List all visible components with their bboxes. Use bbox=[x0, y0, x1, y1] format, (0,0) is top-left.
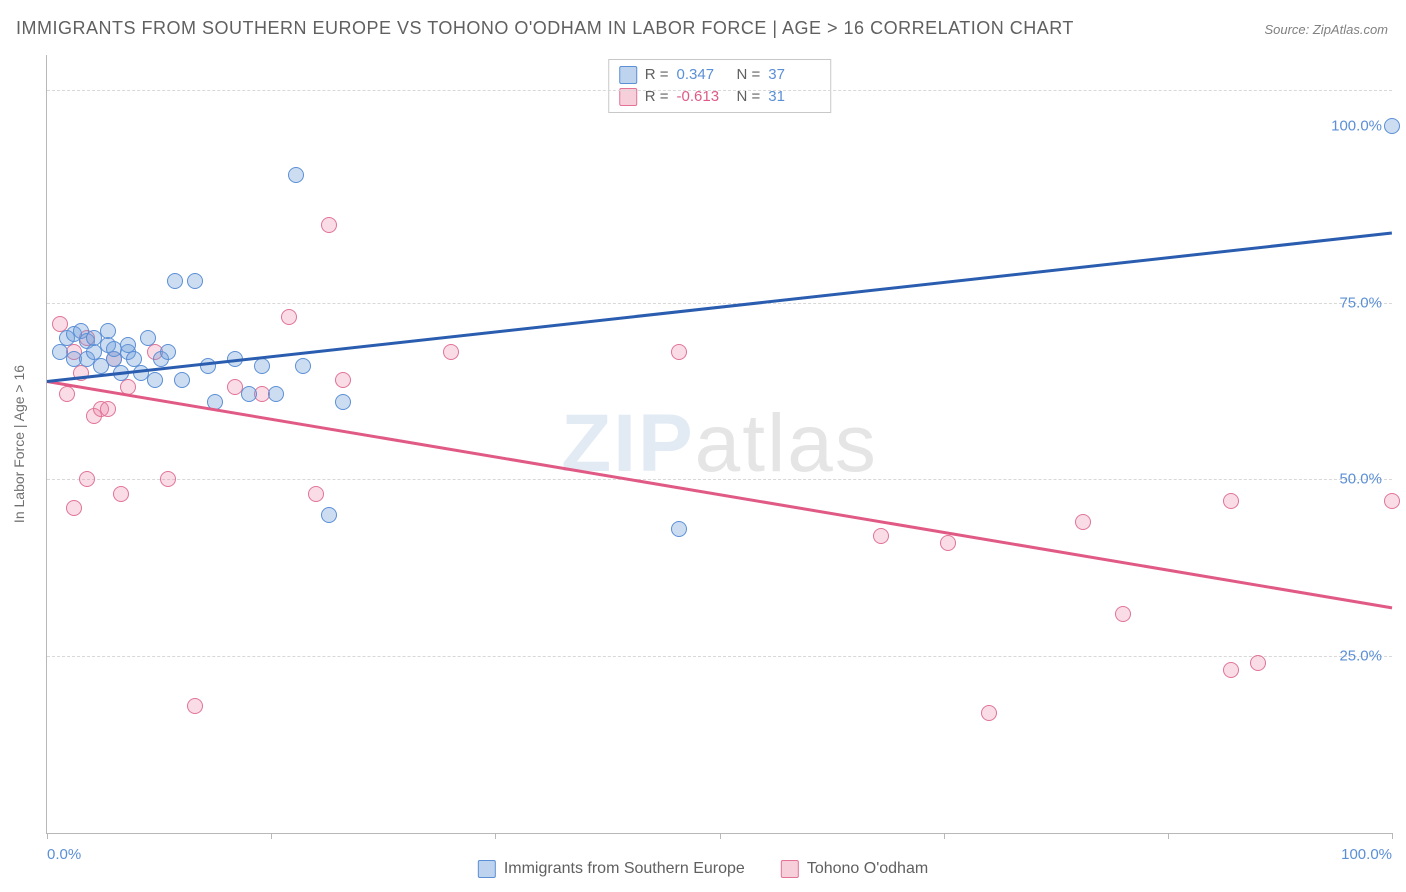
data-point bbox=[671, 521, 687, 537]
data-point bbox=[308, 486, 324, 502]
data-point bbox=[100, 323, 116, 339]
swatch-series-b bbox=[781, 860, 799, 878]
swatch-series-a bbox=[619, 66, 637, 84]
data-point bbox=[335, 394, 351, 410]
chart-plot-area: In Labor Force | Age > 16 ZIPatlas R = 0… bbox=[46, 55, 1392, 834]
y-tick-label: 50.0% bbox=[1339, 471, 1382, 488]
gridline bbox=[47, 90, 1392, 91]
x-tick bbox=[1168, 833, 1169, 839]
data-point bbox=[66, 500, 82, 516]
chart-title: IMMIGRANTS FROM SOUTHERN EUROPE VS TOHON… bbox=[16, 18, 1074, 39]
n-label: N = bbox=[737, 86, 761, 108]
data-point bbox=[295, 358, 311, 374]
data-point bbox=[1384, 493, 1400, 509]
data-point bbox=[1223, 493, 1239, 509]
y-tick-label: 25.0% bbox=[1339, 648, 1382, 665]
n-value-b: 31 bbox=[768, 86, 820, 108]
data-point bbox=[174, 372, 190, 388]
gridline bbox=[47, 656, 1392, 657]
x-tick bbox=[47, 833, 48, 839]
legend-row-series-a: R = 0.347 N = 37 bbox=[619, 64, 821, 86]
data-point bbox=[268, 386, 284, 402]
trend-line bbox=[47, 380, 1392, 609]
data-point bbox=[443, 344, 459, 360]
data-point bbox=[100, 401, 116, 417]
y-tick-label: 75.0% bbox=[1339, 294, 1382, 311]
x-tick bbox=[271, 833, 272, 839]
gridline bbox=[47, 479, 1392, 480]
gridline bbox=[47, 303, 1392, 304]
data-point bbox=[187, 273, 203, 289]
watermark-atlas: atlas bbox=[695, 398, 878, 489]
data-point bbox=[254, 358, 270, 374]
data-point bbox=[1250, 655, 1266, 671]
data-point bbox=[321, 217, 337, 233]
legend-row-series-b: R = -0.613 N = 31 bbox=[619, 86, 821, 108]
y-tick-label: 100.0% bbox=[1331, 117, 1382, 134]
data-point bbox=[160, 471, 176, 487]
data-point bbox=[147, 372, 163, 388]
data-point bbox=[1115, 606, 1131, 622]
n-label: N = bbox=[737, 64, 761, 86]
data-point bbox=[321, 507, 337, 523]
x-tick-label: 0.0% bbox=[47, 846, 81, 863]
series-legend: Immigrants from Southern Europe Tohono O… bbox=[478, 860, 928, 878]
data-point bbox=[241, 386, 257, 402]
r-value-a: 0.347 bbox=[677, 64, 729, 86]
data-point bbox=[140, 330, 156, 346]
x-tick bbox=[1392, 833, 1393, 839]
legend-label-a: Immigrants from Southern Europe bbox=[504, 860, 745, 878]
data-point bbox=[981, 705, 997, 721]
source-label: Source: ZipAtlas.com bbox=[1264, 22, 1388, 37]
x-tick bbox=[720, 833, 721, 839]
data-point bbox=[1075, 514, 1091, 530]
data-point bbox=[940, 535, 956, 551]
data-point bbox=[1384, 118, 1400, 134]
r-label: R = bbox=[645, 86, 669, 108]
x-tick-label: 100.0% bbox=[1341, 846, 1392, 863]
r-value-b: -0.613 bbox=[677, 86, 729, 108]
legend-item-series-b: Tohono O'odham bbox=[781, 860, 928, 878]
data-point bbox=[79, 471, 95, 487]
legend-label-b: Tohono O'odham bbox=[807, 860, 928, 878]
legend-item-series-a: Immigrants from Southern Europe bbox=[478, 860, 745, 878]
data-point bbox=[59, 386, 75, 402]
y-axis-label: In Labor Force | Age > 16 bbox=[11, 365, 27, 523]
trend-line bbox=[47, 232, 1392, 383]
data-point bbox=[113, 486, 129, 502]
data-point bbox=[1223, 662, 1239, 678]
data-point bbox=[167, 273, 183, 289]
data-point bbox=[873, 528, 889, 544]
data-point bbox=[335, 372, 351, 388]
swatch-series-a bbox=[478, 860, 496, 878]
data-point bbox=[160, 344, 176, 360]
x-tick bbox=[495, 833, 496, 839]
watermark-zip: ZIP bbox=[561, 398, 695, 489]
x-tick bbox=[944, 833, 945, 839]
data-point bbox=[281, 309, 297, 325]
correlation-legend: R = 0.347 N = 37 R = -0.613 N = 31 bbox=[608, 59, 832, 113]
data-point bbox=[187, 698, 203, 714]
n-value-a: 37 bbox=[768, 64, 820, 86]
r-label: R = bbox=[645, 64, 669, 86]
data-point bbox=[288, 167, 304, 183]
data-point bbox=[671, 344, 687, 360]
